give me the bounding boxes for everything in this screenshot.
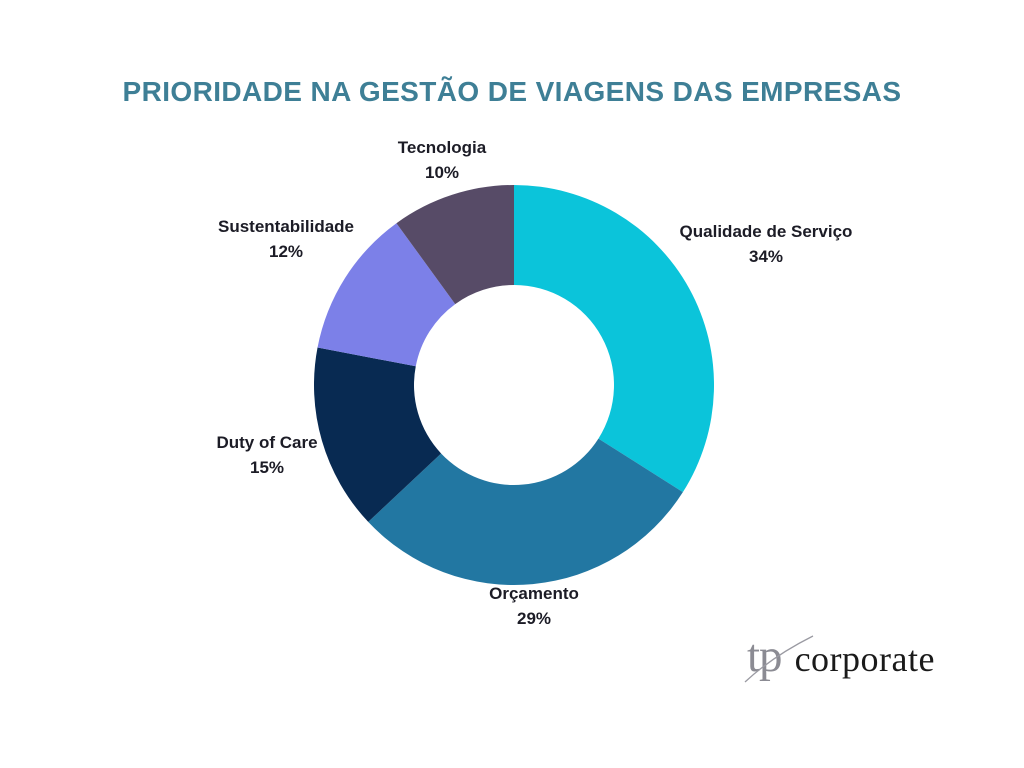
slice-label-tecnologia: Tecnologia 10%	[342, 135, 542, 185]
brand-logo: tp corporate	[744, 628, 935, 684]
slice-label-pct: 15%	[249, 458, 285, 477]
slice-label-orcamento: Orçamento 29%	[424, 581, 644, 631]
slice-label-text: Tecnologia	[397, 138, 487, 157]
donut-slice-1	[368, 438, 683, 586]
slice-label-text: Orçamento	[489, 584, 579, 603]
slice-label-pct: 10%	[424, 163, 460, 182]
tp-logo-mark: tp	[744, 628, 814, 684]
slice-label-pct: 34%	[748, 247, 784, 266]
slice-label-text: Qualidade de Serviço	[679, 222, 853, 241]
slice-label-pct: 12%	[268, 242, 304, 261]
donut-chart	[313, 185, 715, 586]
slice-label-text: Sustentabilidade	[217, 217, 355, 236]
tp-logo-letters: tp	[747, 630, 783, 682]
donut-slice-3	[317, 223, 456, 367]
logo-wordmark: corporate	[794, 639, 935, 679]
chart-title: PRIORIDADE NA GESTÃO DE VIAGENS DAS EMPR…	[122, 76, 902, 107]
slice-label-qualidade-de-servico: Qualidade de Serviço 34%	[635, 219, 897, 269]
donut-slice-2	[313, 347, 442, 522]
slice-label-pct: 29%	[516, 609, 552, 628]
slice-label-duty-of-care: Duty of Care 15%	[157, 430, 377, 480]
donut-slice-4	[396, 185, 514, 305]
slice-label-sustentabilidade: Sustentabilidade 12%	[176, 214, 396, 264]
donut-slice-0	[514, 185, 715, 493]
slice-label-text: Duty of Care	[216, 433, 318, 452]
